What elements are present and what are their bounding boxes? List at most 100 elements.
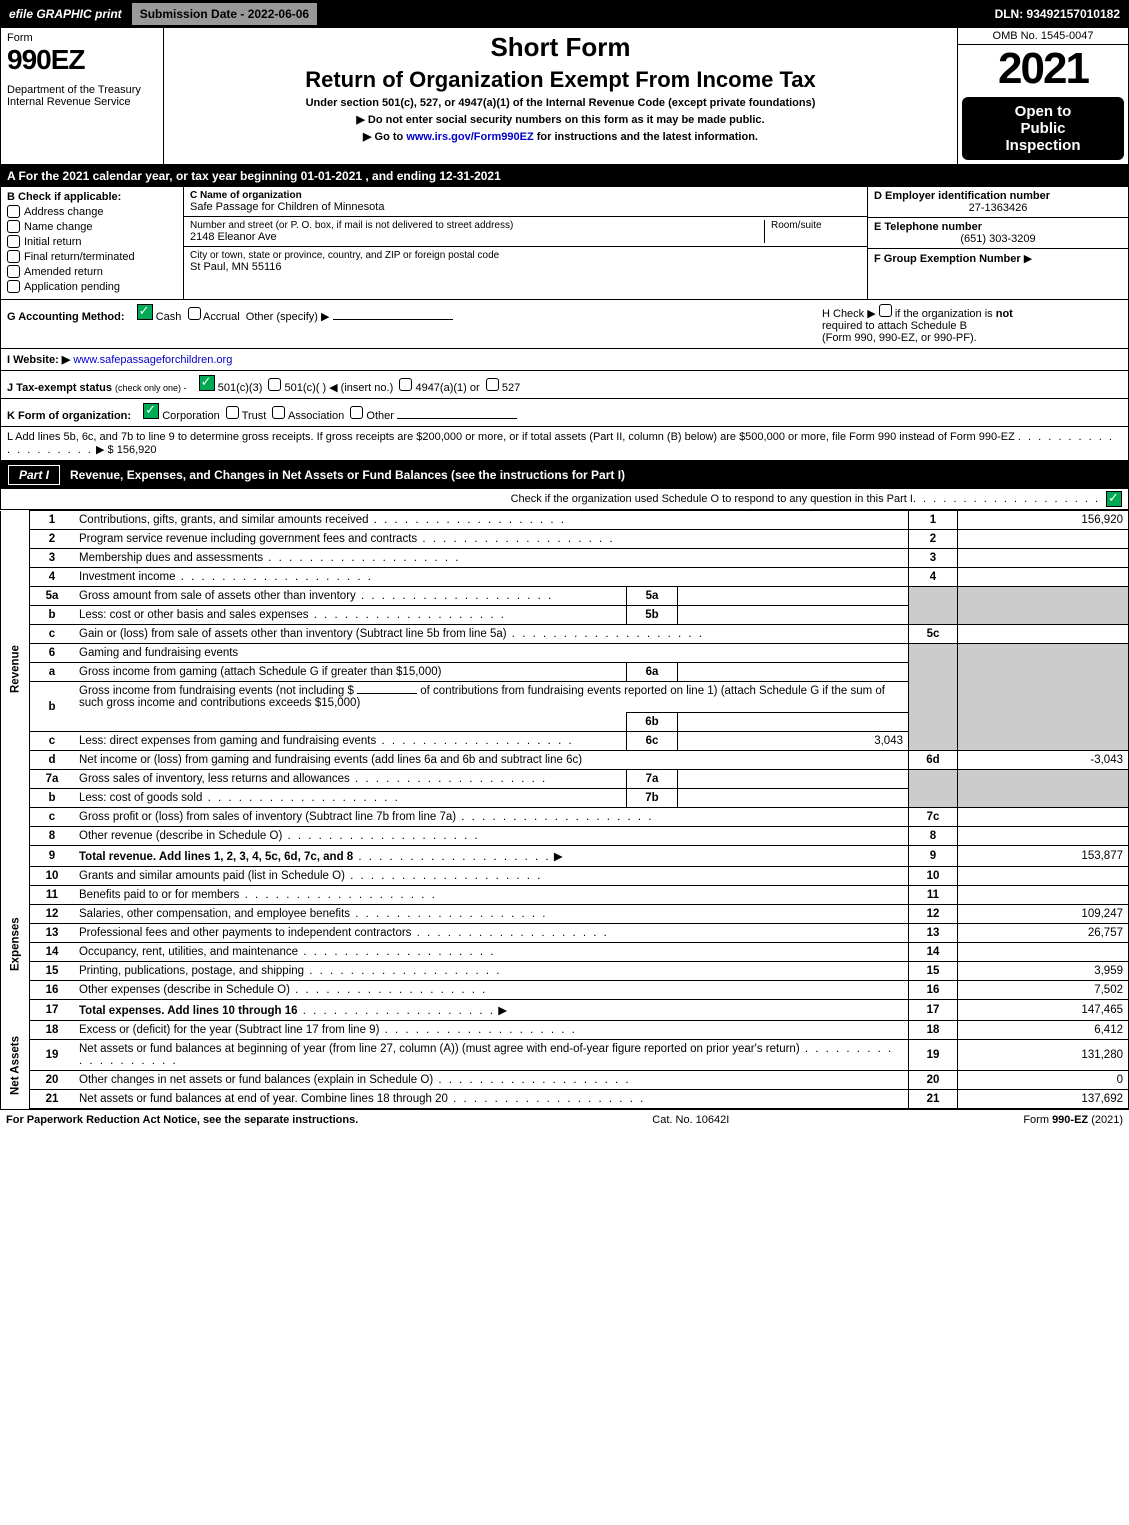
checkbox-501c[interactable] [268, 378, 281, 391]
checkbox-other-org[interactable] [350, 406, 363, 419]
phone-value: (651) 303-3209 [874, 233, 1122, 245]
tax-year: 2021 [958, 45, 1128, 93]
bullet-goto: ▶ Go to www.irs.gov/Form990EZ for instru… [172, 130, 949, 143]
dots-icon [913, 493, 1100, 505]
checkbox-cash-checked[interactable] [137, 304, 153, 320]
checkbox-icon[interactable] [7, 205, 20, 218]
row-j: J Tax-exempt status (check only one) - 5… [0, 371, 1129, 399]
footer-left: For Paperwork Reduction Act Notice, see … [6, 1114, 358, 1126]
box-c: C Name of organization Safe Passage for … [184, 187, 868, 299]
table-row: 21 Net assets or fund balances at end of… [1, 1090, 1129, 1109]
checkbox-icon[interactable] [7, 250, 20, 263]
table-row: 16 Other expenses (describe in Schedule … [1, 981, 1129, 1000]
l-text: L Add lines 5b, 6c, and 7b to line 9 to … [7, 431, 1015, 443]
checkbox-h[interactable] [879, 304, 892, 317]
ein-value: 27-1363426 [874, 202, 1122, 214]
table-row: c Gain or (loss) from sale of assets oth… [1, 625, 1129, 644]
checkbox-icon[interactable] [7, 235, 20, 248]
label-accounting: G Accounting Method: [7, 311, 125, 323]
checkbox-501c3-checked[interactable] [199, 375, 215, 391]
checkbox-assoc[interactable] [272, 406, 285, 419]
table-row: c Gross profit or (loss) from sales of i… [1, 808, 1129, 827]
table-row: 17 Total expenses. Add lines 10 through … [1, 1000, 1129, 1021]
label-ein: D Employer identification number [874, 190, 1122, 202]
checkbox-icon[interactable] [7, 265, 20, 278]
netassets-vlabel: Net Assets [1, 1021, 30, 1109]
open-to-public: Open to Public Inspection [962, 97, 1124, 160]
box-h: H Check ▶ if the organization is not req… [822, 304, 1122, 344]
row-g-h: G Accounting Method: Cash Accrual Other … [0, 300, 1129, 349]
checkbox-accrual[interactable] [188, 307, 201, 320]
table-row: 4 Investment income 4 [1, 568, 1129, 587]
org-name: Safe Passage for Children of Minnesota [190, 201, 861, 213]
table-row: 2 Program service revenue including gove… [1, 530, 1129, 549]
top-bar: efile GRAPHIC print Submission Date - 20… [0, 0, 1129, 28]
form-header: Form 990EZ Department of the Treasury In… [0, 28, 1129, 165]
irs-link[interactable]: www.irs.gov/Form990EZ [406, 131, 533, 143]
dept-treasury: Department of the Treasury [7, 84, 157, 96]
goto-pre: ▶ Go to [363, 131, 406, 143]
check-initial-return: Initial return [7, 235, 177, 248]
check-application-pending: Application pending [7, 280, 177, 293]
box-b: B Check if applicable: Address change Na… [1, 187, 184, 299]
bullet-ssn: ▶ Do not enter social security numbers o… [172, 113, 949, 126]
checkbox-trust[interactable] [226, 406, 239, 419]
goto-post: for instructions and the latest informat… [534, 131, 758, 143]
table-row: 20 Other changes in net assets or fund b… [1, 1071, 1129, 1090]
checkbox-527[interactable] [486, 378, 499, 391]
label-website: I Website: ▶ [7, 354, 70, 366]
footer-center: Cat. No. 10642I [652, 1114, 729, 1126]
label-room: Room/suite [771, 220, 861, 231]
check-address-change: Address change [7, 205, 177, 218]
box-b-title: B Check if applicable: [7, 191, 177, 203]
open-line3: Inspection [966, 137, 1120, 154]
label-city: City or town, state or province, country… [190, 250, 861, 261]
part-1-label: Part I [8, 465, 60, 485]
label-group-exemption: F Group Exemption Number [874, 253, 1021, 265]
l-value: 156,920 [117, 444, 157, 456]
submission-date: Submission Date - 2022-06-06 [130, 1, 319, 27]
footer-right: Form 990-EZ (2021) [1023, 1114, 1123, 1126]
checkbox-schedule-o-checked[interactable] [1106, 491, 1122, 507]
expenses-vlabel: Expenses [1, 867, 30, 1021]
row-i: I Website: ▶ www.safepassageforchildren.… [0, 349, 1129, 371]
checkbox-icon[interactable] [7, 280, 20, 293]
other-org-line[interactable] [397, 418, 517, 419]
short-form-title: Short Form [172, 32, 949, 63]
section-a-tax-year: A For the 2021 calendar year, or tax yea… [0, 165, 1129, 187]
checkbox-4947[interactable] [399, 378, 412, 391]
box-def: D Employer identification number 27-1363… [868, 187, 1128, 299]
label-phone: E Telephone number [874, 221, 1122, 233]
arrow-icon: ▶ [1024, 253, 1032, 265]
check-amended-return: Amended return [7, 265, 177, 278]
open-line1: Open to [966, 103, 1120, 120]
table-row: 3 Membership dues and assessments 3 [1, 549, 1129, 568]
irs-label: Internal Revenue Service [7, 96, 157, 108]
label-street: Number and street (or P. O. box, if mail… [190, 220, 764, 231]
table-row: 15 Printing, publications, postage, and … [1, 962, 1129, 981]
form-number: 990EZ [7, 44, 157, 76]
street-address: 2148 Eleanor Ave [190, 231, 764, 243]
other-specify-line[interactable] [333, 319, 453, 320]
website-link[interactable]: www.safepassageforchildren.org [73, 354, 232, 366]
table-row: 13 Professional fees and other payments … [1, 924, 1129, 943]
table-row: Net Assets 18 Excess or (deficit) for th… [1, 1021, 1129, 1040]
table-row: Expenses 10 Grants and similar amounts p… [1, 867, 1129, 886]
table-row: 19 Net assets or fund balances at beginn… [1, 1040, 1129, 1071]
row-l: L Add lines 5b, 6c, and 7b to line 9 to … [0, 427, 1129, 461]
schedule-o-text: Check if the organization used Schedule … [511, 493, 913, 505]
under-section: Under section 501(c), 527, or 4947(a)(1)… [172, 97, 949, 109]
header-left: Form 990EZ Department of the Treasury In… [1, 28, 164, 164]
label-org-name: C Name of organization [190, 190, 861, 201]
schedule-o-check-row: Check if the organization used Schedule … [0, 489, 1129, 510]
part-1-header: Part I Revenue, Expenses, and Changes in… [0, 461, 1129, 489]
6b-blank[interactable] [357, 693, 417, 694]
checkbox-corp-checked[interactable] [143, 403, 159, 419]
topbar-spacer [319, 1, 986, 27]
open-line2: Public [966, 120, 1120, 137]
table-row: 12 Salaries, other compensation, and emp… [1, 905, 1129, 924]
l-arrow: ▶ $ [96, 444, 114, 456]
part-1-title: Revenue, Expenses, and Changes in Net As… [70, 468, 625, 482]
omb-number: OMB No. 1545-0047 [958, 28, 1128, 45]
checkbox-icon[interactable] [7, 220, 20, 233]
